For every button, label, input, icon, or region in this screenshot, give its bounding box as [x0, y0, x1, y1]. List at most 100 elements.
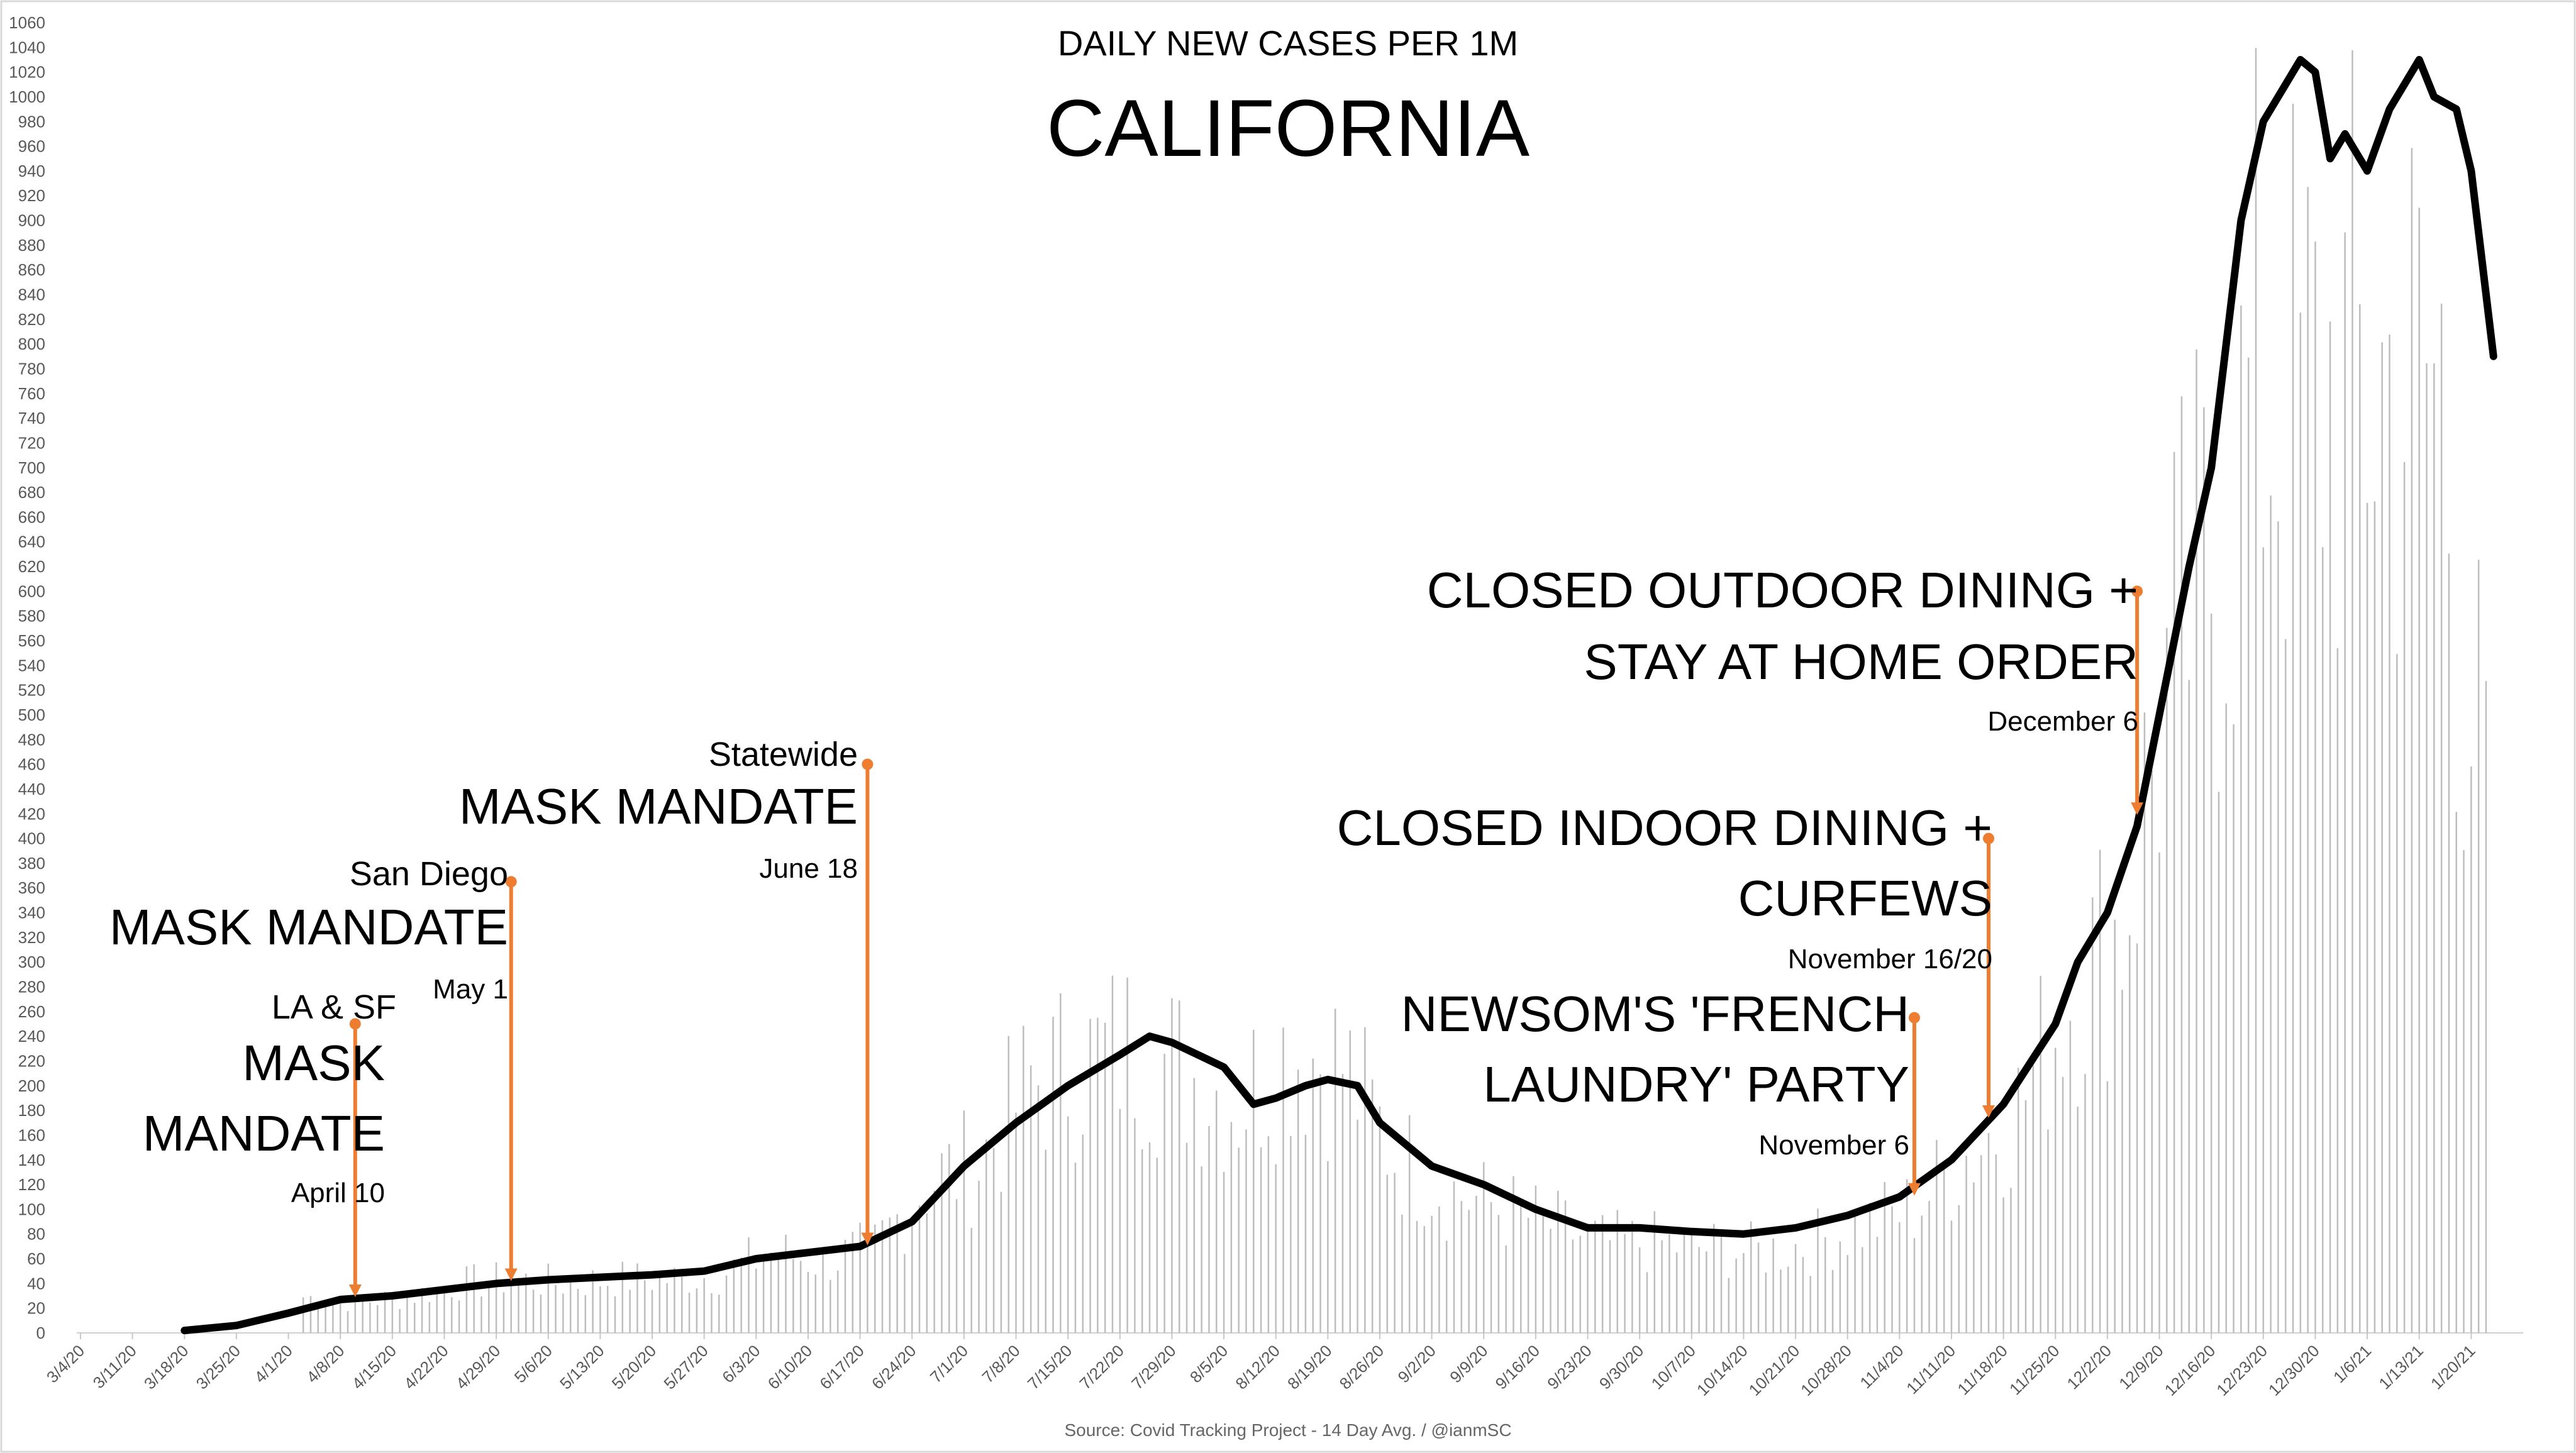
- y-tick-label: 960: [18, 137, 45, 156]
- x-tick-label: 7/22/20: [1075, 1341, 1128, 1393]
- y-tick-label: 280: [18, 978, 45, 997]
- x-tick-label: 12/23/20: [2212, 1341, 2271, 1400]
- y-tick-label: 820: [18, 310, 45, 329]
- x-tick-label: 5/20/20: [608, 1341, 660, 1393]
- x-tick-label: 4/22/20: [400, 1341, 452, 1393]
- y-tick-label: 360: [18, 878, 45, 897]
- chart-source: Source: Covid Tracking Project - 14 Day …: [1064, 1420, 1511, 1440]
- annotation-text: MANDATE: [143, 1105, 385, 1161]
- y-tick-label: 200: [18, 1076, 45, 1095]
- y-tick-label: 900: [18, 211, 45, 230]
- annotation-dot: [505, 876, 517, 888]
- x-tick-label: 8/19/20: [1284, 1341, 1336, 1393]
- y-tick-label: 120: [18, 1175, 45, 1194]
- y-tick-label: 60: [27, 1249, 45, 1268]
- x-tick-label: 9/30/20: [1596, 1341, 1648, 1393]
- y-tick-label: 100: [18, 1200, 45, 1218]
- chart-title: CALIFORNIA: [1046, 84, 1530, 174]
- annotation-text: MASK MANDATE: [109, 899, 508, 955]
- y-tick-label: 240: [18, 1027, 45, 1046]
- y-tick-label: 740: [18, 409, 45, 428]
- x-tick-label: 9/23/20: [1543, 1341, 1596, 1393]
- y-tick-label: 1040: [9, 38, 45, 57]
- y-tick-label: 600: [18, 582, 45, 600]
- y-tick-label: 0: [36, 1323, 45, 1342]
- y-tick-label: 580: [18, 607, 45, 626]
- y-tick-label: 660: [18, 507, 45, 526]
- x-tick-label: 3/25/20: [192, 1341, 245, 1393]
- y-tick-label: 340: [18, 903, 45, 922]
- x-tick-label: 1/20/21: [2427, 1341, 2479, 1393]
- annotation-text: NEWSOM'S 'FRENCH: [1401, 986, 1909, 1042]
- annotation-text: CURFEWS: [1738, 870, 1992, 926]
- annotation-text: April 10: [291, 1178, 385, 1208]
- annotation-dot: [349, 1018, 361, 1030]
- x-tick-label: 8/12/20: [1231, 1341, 1284, 1393]
- annotations: LA & SF MASK MANDATE April 10 San Diego MASK …: [109, 562, 2144, 1298]
- x-tick-label: 7/1/20: [926, 1341, 972, 1386]
- y-tick-label: 800: [18, 334, 45, 353]
- x-tick-label: 3/18/20: [140, 1341, 192, 1393]
- x-tick-label: 5/27/20: [660, 1341, 712, 1393]
- y-tick-label: 860: [18, 260, 45, 279]
- annotation-text: December 6: [1987, 706, 2138, 737]
- annotation-text: LAUNDRY' PARTY: [1483, 1056, 1909, 1112]
- y-tick-label: 620: [18, 557, 45, 576]
- x-tick-label: 3/11/20: [89, 1341, 140, 1392]
- annotation-text: May 1: [433, 974, 508, 1005]
- x-tick-label: 11/11/20: [1902, 1341, 1959, 1398]
- y-tick-label: 700: [18, 458, 45, 477]
- annotation-arrowhead: [348, 1284, 362, 1298]
- annotation-arrowhead: [504, 1268, 518, 1281]
- x-tick-label: 12/9/20: [2115, 1341, 2167, 1393]
- annotation-text: CLOSED OUTDOOR DINING +: [1427, 562, 2138, 618]
- annotation-dot: [1908, 1012, 1920, 1024]
- x-tick-label: 10/21/20: [1745, 1341, 1804, 1400]
- y-tick-label: 260: [18, 1002, 45, 1021]
- y-tick-label: 920: [18, 186, 45, 205]
- y-tick-label: 160: [18, 1125, 45, 1144]
- x-tick-label: 6/3/20: [718, 1341, 763, 1386]
- y-tick-label: 460: [18, 755, 45, 774]
- annotation-dot: [862, 758, 874, 770]
- x-tick-label: 10/28/20: [1797, 1341, 1855, 1400]
- x-tick-label: 6/24/20: [868, 1341, 920, 1393]
- x-tick-label: 7/29/20: [1128, 1341, 1180, 1393]
- annotation-outdoor-dining: CLOSED OUTDOOR DINING + STAY AT HOME ORDE…: [1427, 562, 2144, 815]
- x-tick-label: 12/16/20: [2161, 1341, 2219, 1400]
- daily-case-bars: [302, 48, 2487, 1333]
- y-tick-label: 500: [18, 705, 45, 724]
- x-tick-label: 11/25/20: [2006, 1341, 2063, 1398]
- x-tick-label: 4/8/20: [303, 1341, 348, 1386]
- annotation-arrowhead: [1907, 1183, 1921, 1196]
- y-tick-label: 840: [18, 285, 45, 304]
- y-tick-label: 80: [27, 1225, 45, 1244]
- annotation-french-laundry: NEWSOM'S 'FRENCH LAUNDRY' PARTY November 6: [1401, 986, 1921, 1196]
- x-tick-label: 1/6/21: [2329, 1341, 2375, 1386]
- x-tick-label: 10/14/20: [1693, 1341, 1752, 1400]
- y-tick-label: 420: [18, 804, 45, 823]
- x-tick-label: 6/10/20: [764, 1341, 816, 1393]
- x-tick-label: 3/4/20: [43, 1341, 88, 1386]
- annotation-text: MASK MANDATE: [459, 778, 858, 834]
- x-tick-label: 4/15/20: [348, 1341, 401, 1393]
- y-tick-label: 400: [18, 829, 45, 848]
- y-tick-label: 300: [18, 953, 45, 971]
- y-tick-label: 520: [18, 681, 45, 700]
- y-tick-label: 780: [18, 359, 45, 378]
- x-tick-label: 11/4/20: [1856, 1341, 1907, 1392]
- annotation-text: LA & SF: [272, 988, 396, 1026]
- x-tick-label: 8/26/20: [1336, 1341, 1388, 1393]
- y-tick-label: 760: [18, 384, 45, 403]
- y-axis: 0 20 40 60 80 100 120 140 160 180 200 220 240 260 280 3…: [9, 13, 2523, 1342]
- annotation-arrowhead: [861, 1232, 874, 1246]
- annotation-text: June 18: [759, 853, 858, 884]
- x-tick-label: 4/29/20: [452, 1341, 504, 1393]
- annotation-arrowhead: [2131, 802, 2144, 815]
- chart-subtitle: DAILY NEW CASES PER 1M: [1058, 23, 1518, 63]
- x-tick-label: 12/30/20: [2265, 1341, 2323, 1400]
- annotation-text: Statewide: [709, 736, 858, 773]
- y-tick-label: 320: [18, 928, 45, 947]
- annotation-indoor-dining: CLOSED INDOOR DINING + CURFEWS November 16…: [1337, 800, 1996, 1118]
